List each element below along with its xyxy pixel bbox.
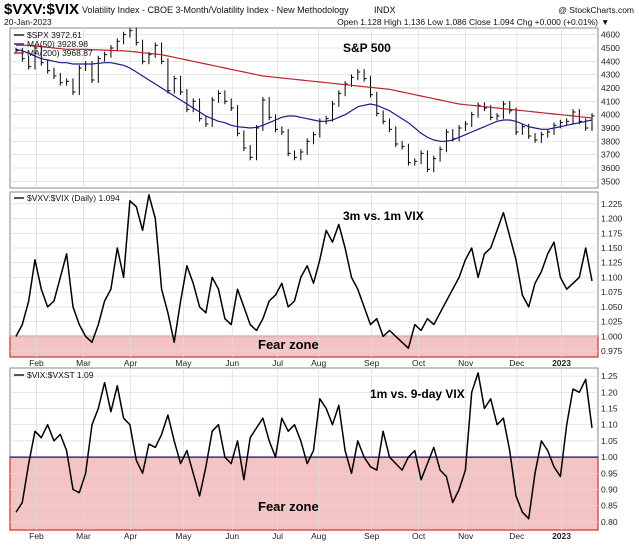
exchange-label: INDX <box>374 5 396 15</box>
series-ohlc-spx <box>15 27 595 173</box>
fear-zone-label: Fear zone <box>258 337 319 352</box>
y-tick-label: 1.000 <box>601 331 623 341</box>
y-tick-label: 4400 <box>601 56 620 66</box>
panel-title: 3m vs. 1m VIX <box>343 209 424 223</box>
chart-header: $VXV:$VIX Volatility Index - CBOE 3-Mont… <box>4 1 634 27</box>
x-tick-label: Oct <box>412 358 426 368</box>
y-tick-label: 1.075 <box>601 287 623 297</box>
panel-title: S&P 500 <box>343 41 391 55</box>
legend-entry: MA(50) 3928.98 <box>27 39 88 49</box>
series-line-ma-50- <box>15 48 593 142</box>
x-tick-label: Dec <box>509 531 525 541</box>
y-tick-label: 1.10 <box>601 420 618 430</box>
x-tick-label: Dec <box>509 358 525 368</box>
y-tick-label: 4300 <box>601 70 620 80</box>
copyright-label: @ StockCharts.com <box>558 5 634 15</box>
x-tick-label: Nov <box>458 358 474 368</box>
x-tick-label: Apr <box>124 531 137 541</box>
x-tick-label: Apr <box>124 358 137 368</box>
y-tick-label: 4000 <box>601 110 620 120</box>
y-tick-label: 0.95 <box>601 468 618 478</box>
x-tick-label: 2023 <box>552 358 571 368</box>
fear-zone-band <box>9 456 599 531</box>
panel-1: 3500 3600 3700 3800 3900 4000 4100 4200 4300 4400… <box>9 27 620 189</box>
y-tick-label: 4600 <box>601 30 620 40</box>
x-tick-label: Oct <box>412 531 426 541</box>
panel-frame <box>9 191 599 358</box>
y-tick-label: 1.225 <box>601 199 623 209</box>
x-tick-label: Jun <box>225 358 239 368</box>
x-tick-label: Aug <box>311 358 326 368</box>
y-tick-label: 0.85 <box>601 501 618 511</box>
x-tick-label: Feb <box>29 358 44 368</box>
series-line--vxv-vix <box>15 194 593 349</box>
x-tick-label: Mar <box>76 358 91 368</box>
fear-zone-label: Fear zone <box>258 499 319 514</box>
y-tick-label: 1.125 <box>601 258 623 268</box>
y-tick-label: 1.05 <box>601 436 618 446</box>
y-tick-label: 3700 <box>601 150 620 160</box>
x-tick-label: Feb <box>29 531 44 541</box>
symbol-description: Volatility Index - CBOE 3-Month/Volatili… <box>82 5 349 15</box>
y-tick-label: 1.25 <box>601 371 618 381</box>
y-tick-label: 3500 <box>601 176 620 186</box>
y-tick-label: 1.100 <box>601 272 623 282</box>
symbol-title: $VXV:$VIX <box>4 1 79 18</box>
y-tick-label: 1.175 <box>601 228 623 238</box>
y-tick-label: 3900 <box>601 123 620 133</box>
y-tick-label: 3600 <box>601 163 620 173</box>
y-tick-label: 0.80 <box>601 517 618 527</box>
y-tick-label: 1.20 <box>601 387 618 397</box>
x-tick-label: Jul <box>272 358 283 368</box>
x-tick-label: Sep <box>364 358 379 368</box>
legend-entry: $VXV:$VIX (Daily) 1.094 <box>27 193 120 203</box>
legend-entry: MA(200) 3968.87 <box>27 48 93 58</box>
x-tick-label: May <box>175 531 192 541</box>
x-tick-label: Sep <box>364 531 379 541</box>
x-tick-label: Aug <box>311 531 326 541</box>
legend-entry: $VIX:$VXST 1.09 <box>27 370 94 380</box>
y-tick-label: 1.200 <box>601 214 623 224</box>
x-tick-label: Jun <box>225 531 239 541</box>
panel-2: 0.975 1.000 1.025 1.050 1.075 1.100 1.125 1.150… <box>9 191 623 368</box>
x-tick-label: Mar <box>76 531 91 541</box>
y-tick-label: 4500 <box>601 43 620 53</box>
x-tick-label: Jul <box>272 531 283 541</box>
y-tick-label: 4200 <box>601 83 620 93</box>
quote-label: Open 1.128 High 1.136 Low 1.086 Close 1.… <box>337 17 598 27</box>
y-tick-label: 3800 <box>601 136 620 146</box>
panel-title: 1m vs. 9-day VIX <box>370 387 465 401</box>
x-tick-label: May <box>175 358 192 368</box>
x-tick-label: 2023 <box>552 531 571 541</box>
x-tick-label: Nov <box>458 531 474 541</box>
y-tick-label: 0.975 <box>601 346 623 356</box>
series-line--vix-vxst <box>15 372 593 520</box>
series-line-ma-200- <box>16 44 593 119</box>
y-tick-label: 1.050 <box>601 302 623 312</box>
y-tick-label: 0.90 <box>601 485 618 495</box>
y-tick-label: 1.025 <box>601 317 623 327</box>
date-label: 20-Jan-2023 <box>4 17 52 27</box>
down-arrow-icon: ▼ <box>601 17 609 27</box>
y-tick-label: 4100 <box>601 96 620 106</box>
y-tick-label: 1.00 <box>601 452 618 462</box>
legend-entry: $SPX 3972.61 <box>27 30 82 40</box>
y-tick-label: 1.150 <box>601 243 623 253</box>
y-tick-label: 1.15 <box>601 404 618 414</box>
panel-3: 0.80 0.85 0.90 0.95 1.00 1.05 1.10 1.15 1.20 1.25… <box>9 367 618 541</box>
